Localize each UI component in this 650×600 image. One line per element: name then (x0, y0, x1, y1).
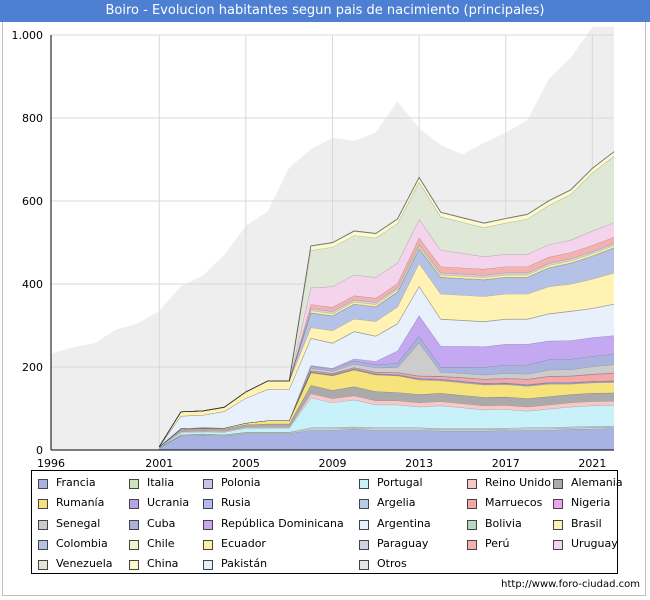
series-area-venezuela (159, 156, 614, 447)
legend-swatch (38, 520, 48, 530)
legend-swatch (129, 520, 139, 530)
y-tick-label: 600 (22, 195, 43, 208)
series-line-republica-dominicana (159, 314, 615, 447)
series-area-argentina (159, 286, 614, 447)
chart-legend: Francia Italia Polonia Portugal Reino Unido A… (31, 470, 623, 574)
legend-label: Perú (485, 537, 510, 550)
legend-swatch (553, 520, 563, 530)
y-tick-label: 400 (22, 278, 43, 291)
legend-swatch (359, 560, 369, 570)
series-line-cuba (159, 335, 615, 447)
legend-label: Alemania (571, 476, 623, 489)
series-line-bolivia (158, 285, 615, 447)
legend-label: Italia (147, 476, 175, 489)
legend-label: Paraguay (377, 537, 429, 550)
legend-label: China (147, 557, 179, 570)
legend-label: Ucrania (147, 496, 190, 509)
legend-swatch (203, 499, 213, 509)
legend-label: Argelia (377, 496, 416, 509)
series-area-reino-unido (159, 393, 614, 447)
x-tick-label: 2005 (232, 457, 260, 470)
legend-label: Nigeria (571, 496, 611, 509)
series-area-republica-dominicana (159, 315, 614, 447)
series-area-colombia (159, 247, 614, 447)
series-area-portugal (159, 397, 614, 448)
series-area-rumania (159, 369, 614, 447)
legend-swatch (467, 540, 477, 550)
series-area-italia (159, 427, 614, 448)
legend-label: Venezuela (56, 557, 113, 570)
y-tick-label: 200 (22, 361, 43, 374)
series-line-argentina (158, 285, 615, 447)
legend-swatch (553, 540, 563, 550)
series-line-senegal (159, 341, 615, 447)
legend-swatch (38, 560, 48, 570)
series-area-polonia (159, 425, 614, 448)
x-tick-label: 2009 (319, 457, 347, 470)
legend-label: Marruecos (485, 496, 543, 509)
legend-swatch (129, 560, 139, 570)
series-line-otros (158, 151, 615, 447)
legend-swatch (359, 479, 369, 489)
legend-swatch (553, 479, 563, 489)
legend-label: Bolivia (485, 517, 522, 530)
legend-label: Colombia (56, 537, 108, 550)
y-tick-label: 800 (22, 112, 43, 125)
series-area-brasil (159, 263, 614, 447)
legend-label: Uruguay (571, 537, 618, 550)
legend-label: Reino Unido (485, 476, 551, 489)
legend-swatch (203, 520, 213, 530)
x-tick-label: 1996 (37, 457, 65, 470)
legend-label: República Dominicana (221, 517, 344, 530)
legend-label: Portugal (377, 476, 423, 489)
legend-label: Rusia (221, 496, 251, 509)
chart-frame (2, 22, 646, 596)
x-tick-label: 2013 (405, 457, 433, 470)
legend-swatch (203, 540, 213, 550)
x-tick-label: 2021 (578, 457, 606, 470)
x-tick-label: 2017 (492, 457, 520, 470)
legend-swatch (359, 520, 369, 530)
legend-swatch (38, 479, 48, 489)
legend-label: Polonia (221, 476, 261, 489)
series-area-uruguay (159, 219, 614, 447)
legend-swatch (203, 479, 213, 489)
legend-label: Ecuador (221, 537, 266, 550)
legend-swatch (38, 499, 48, 509)
legend-swatch (467, 520, 477, 530)
legend-label: Chile (147, 537, 175, 550)
legend-swatch (467, 499, 477, 509)
x-tick-label: 2001 (145, 457, 173, 470)
legend-label: Cuba (147, 517, 176, 530)
series-line-pakistan (158, 151, 615, 447)
series-area-alemania (159, 385, 614, 447)
series-area-francia (159, 428, 614, 450)
series-area-peru (159, 237, 614, 447)
chart-title: Boiro - Evolucion habitantes segun pais … (105, 3, 545, 18)
legend-label: Senegal (56, 517, 101, 530)
title-bar: Boiro - Evolucion habitantes segun pais … (0, 0, 650, 22)
legend-label: Pakistán (221, 557, 268, 570)
legend-label: Argentina (377, 517, 431, 530)
legend-swatch (38, 540, 48, 550)
area-chart: 0 200 400 600 800 1.000 1996 2001 2005 2009 2013 20… (12, 26, 615, 470)
legend-swatch (553, 499, 563, 509)
legend-swatch (359, 540, 369, 550)
legend-swatch (359, 499, 369, 509)
legend-label: Rumanía (56, 496, 105, 509)
y-tick-label: 0 (36, 444, 43, 457)
legend-swatch (467, 479, 477, 489)
legend-label: Otros (377, 557, 407, 570)
legend-swatch (129, 540, 139, 550)
legend-swatch (129, 479, 139, 489)
legend-label: Brasil (571, 517, 602, 530)
legend-swatch (129, 499, 139, 509)
legend-swatch (203, 560, 213, 570)
source-url: http://www.foro-ciudad.com (501, 579, 640, 590)
y-tick-label: 1.000 (12, 29, 44, 42)
legend-label: Francia (56, 476, 96, 489)
